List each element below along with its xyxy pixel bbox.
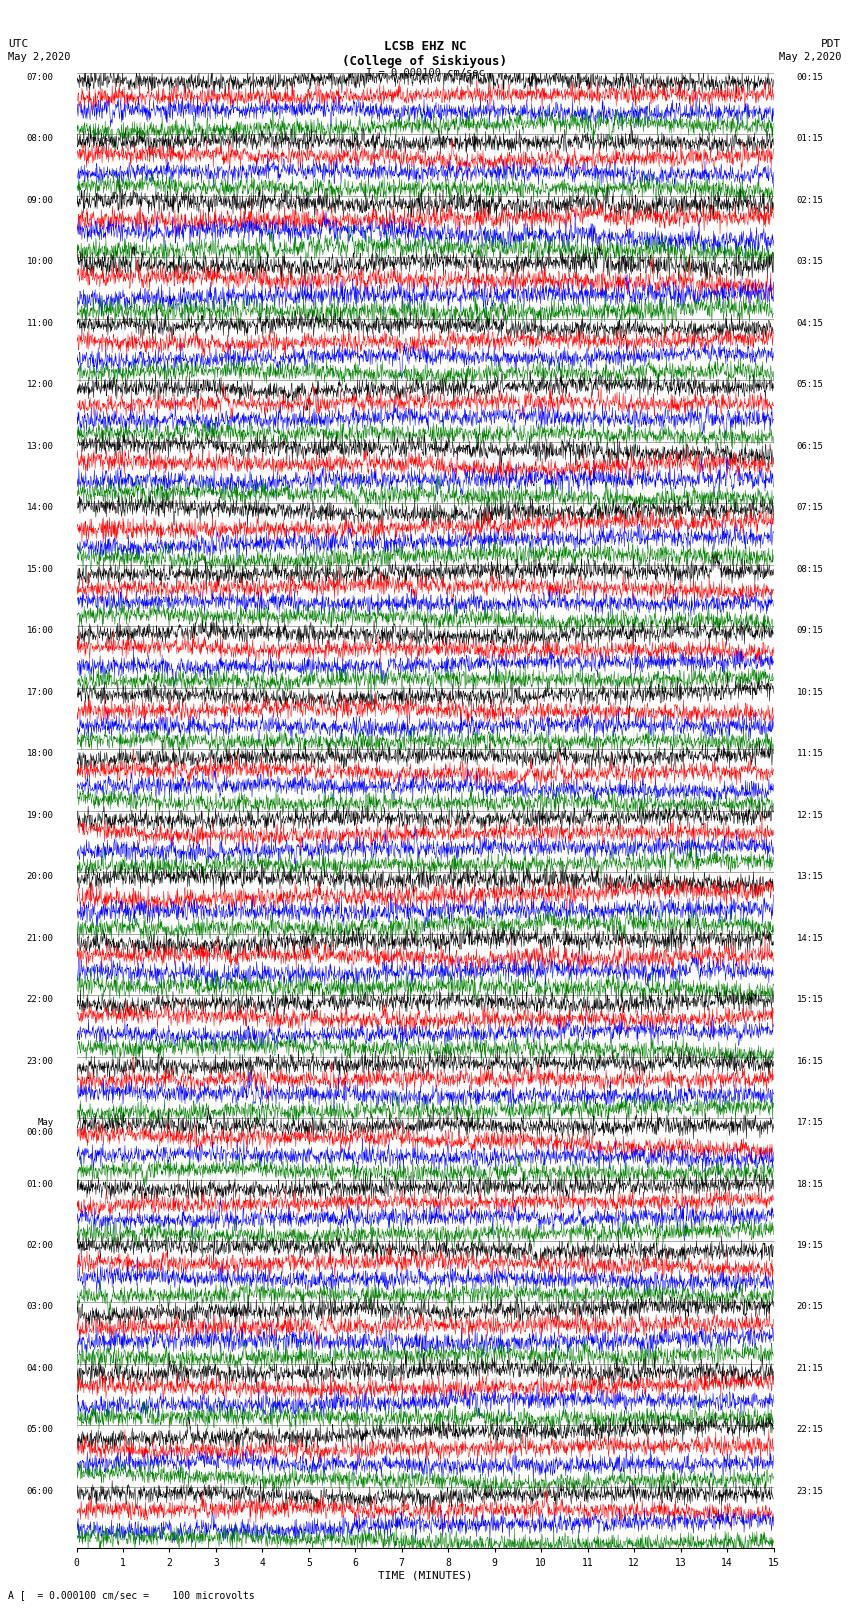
Text: 20:15: 20:15 — [796, 1303, 824, 1311]
Text: 16:00: 16:00 — [26, 626, 54, 636]
Text: 05:00: 05:00 — [26, 1426, 54, 1434]
Text: PDT: PDT — [821, 39, 842, 48]
Text: 14:15: 14:15 — [796, 934, 824, 942]
Text: 21:00: 21:00 — [26, 934, 54, 942]
Text: 01:00: 01:00 — [26, 1179, 54, 1189]
Text: 13:00: 13:00 — [26, 442, 54, 450]
Text: 06:00: 06:00 — [26, 1487, 54, 1495]
Text: 01:15: 01:15 — [796, 134, 824, 144]
Text: 02:15: 02:15 — [796, 195, 824, 205]
X-axis label: TIME (MINUTES): TIME (MINUTES) — [377, 1571, 473, 1581]
Text: 08:15: 08:15 — [796, 565, 824, 574]
Text: 18:00: 18:00 — [26, 748, 54, 758]
Text: 20:00: 20:00 — [26, 873, 54, 881]
Text: 23:15: 23:15 — [796, 1487, 824, 1495]
Text: 18:15: 18:15 — [796, 1179, 824, 1189]
Text: May 2,2020: May 2,2020 — [8, 52, 71, 61]
Text: 12:00: 12:00 — [26, 381, 54, 389]
Text: 13:15: 13:15 — [796, 873, 824, 881]
Text: 11:00: 11:00 — [26, 319, 54, 327]
Text: May 2,2020: May 2,2020 — [779, 52, 842, 61]
Text: 22:00: 22:00 — [26, 995, 54, 1003]
Text: 00:15: 00:15 — [796, 73, 824, 82]
Text: 03:00: 03:00 — [26, 1303, 54, 1311]
Text: 08:00: 08:00 — [26, 134, 54, 144]
Text: 09:15: 09:15 — [796, 626, 824, 636]
Text: 04:15: 04:15 — [796, 319, 824, 327]
Text: I = 0.000100 cm/sec: I = 0.000100 cm/sec — [366, 68, 484, 77]
Text: (College of Siskiyous): (College of Siskiyous) — [343, 55, 507, 68]
Text: 22:15: 22:15 — [796, 1426, 824, 1434]
Text: 06:15: 06:15 — [796, 442, 824, 450]
Text: 07:00: 07:00 — [26, 73, 54, 82]
Text: LCSB EHZ NC: LCSB EHZ NC — [383, 40, 467, 53]
Text: 21:15: 21:15 — [796, 1365, 824, 1373]
Text: 14:00: 14:00 — [26, 503, 54, 511]
Text: 10:00: 10:00 — [26, 256, 54, 266]
Text: 15:15: 15:15 — [796, 995, 824, 1003]
Text: 10:15: 10:15 — [796, 687, 824, 697]
Text: 15:00: 15:00 — [26, 565, 54, 574]
Text: 07:15: 07:15 — [796, 503, 824, 511]
Text: 02:00: 02:00 — [26, 1240, 54, 1250]
Text: 16:15: 16:15 — [796, 1057, 824, 1066]
Text: 19:15: 19:15 — [796, 1240, 824, 1250]
Text: 19:00: 19:00 — [26, 810, 54, 819]
Text: 17:00: 17:00 — [26, 687, 54, 697]
Text: 04:00: 04:00 — [26, 1365, 54, 1373]
Text: 05:15: 05:15 — [796, 381, 824, 389]
Text: 17:15: 17:15 — [796, 1118, 824, 1127]
Text: 09:00: 09:00 — [26, 195, 54, 205]
Text: UTC: UTC — [8, 39, 29, 48]
Text: A [  = 0.000100 cm/sec =    100 microvolts: A [ = 0.000100 cm/sec = 100 microvolts — [8, 1590, 255, 1600]
Text: May
00:00: May 00:00 — [26, 1118, 54, 1137]
Text: 03:15: 03:15 — [796, 256, 824, 266]
Text: 23:00: 23:00 — [26, 1057, 54, 1066]
Text: 11:15: 11:15 — [796, 748, 824, 758]
Text: 12:15: 12:15 — [796, 810, 824, 819]
